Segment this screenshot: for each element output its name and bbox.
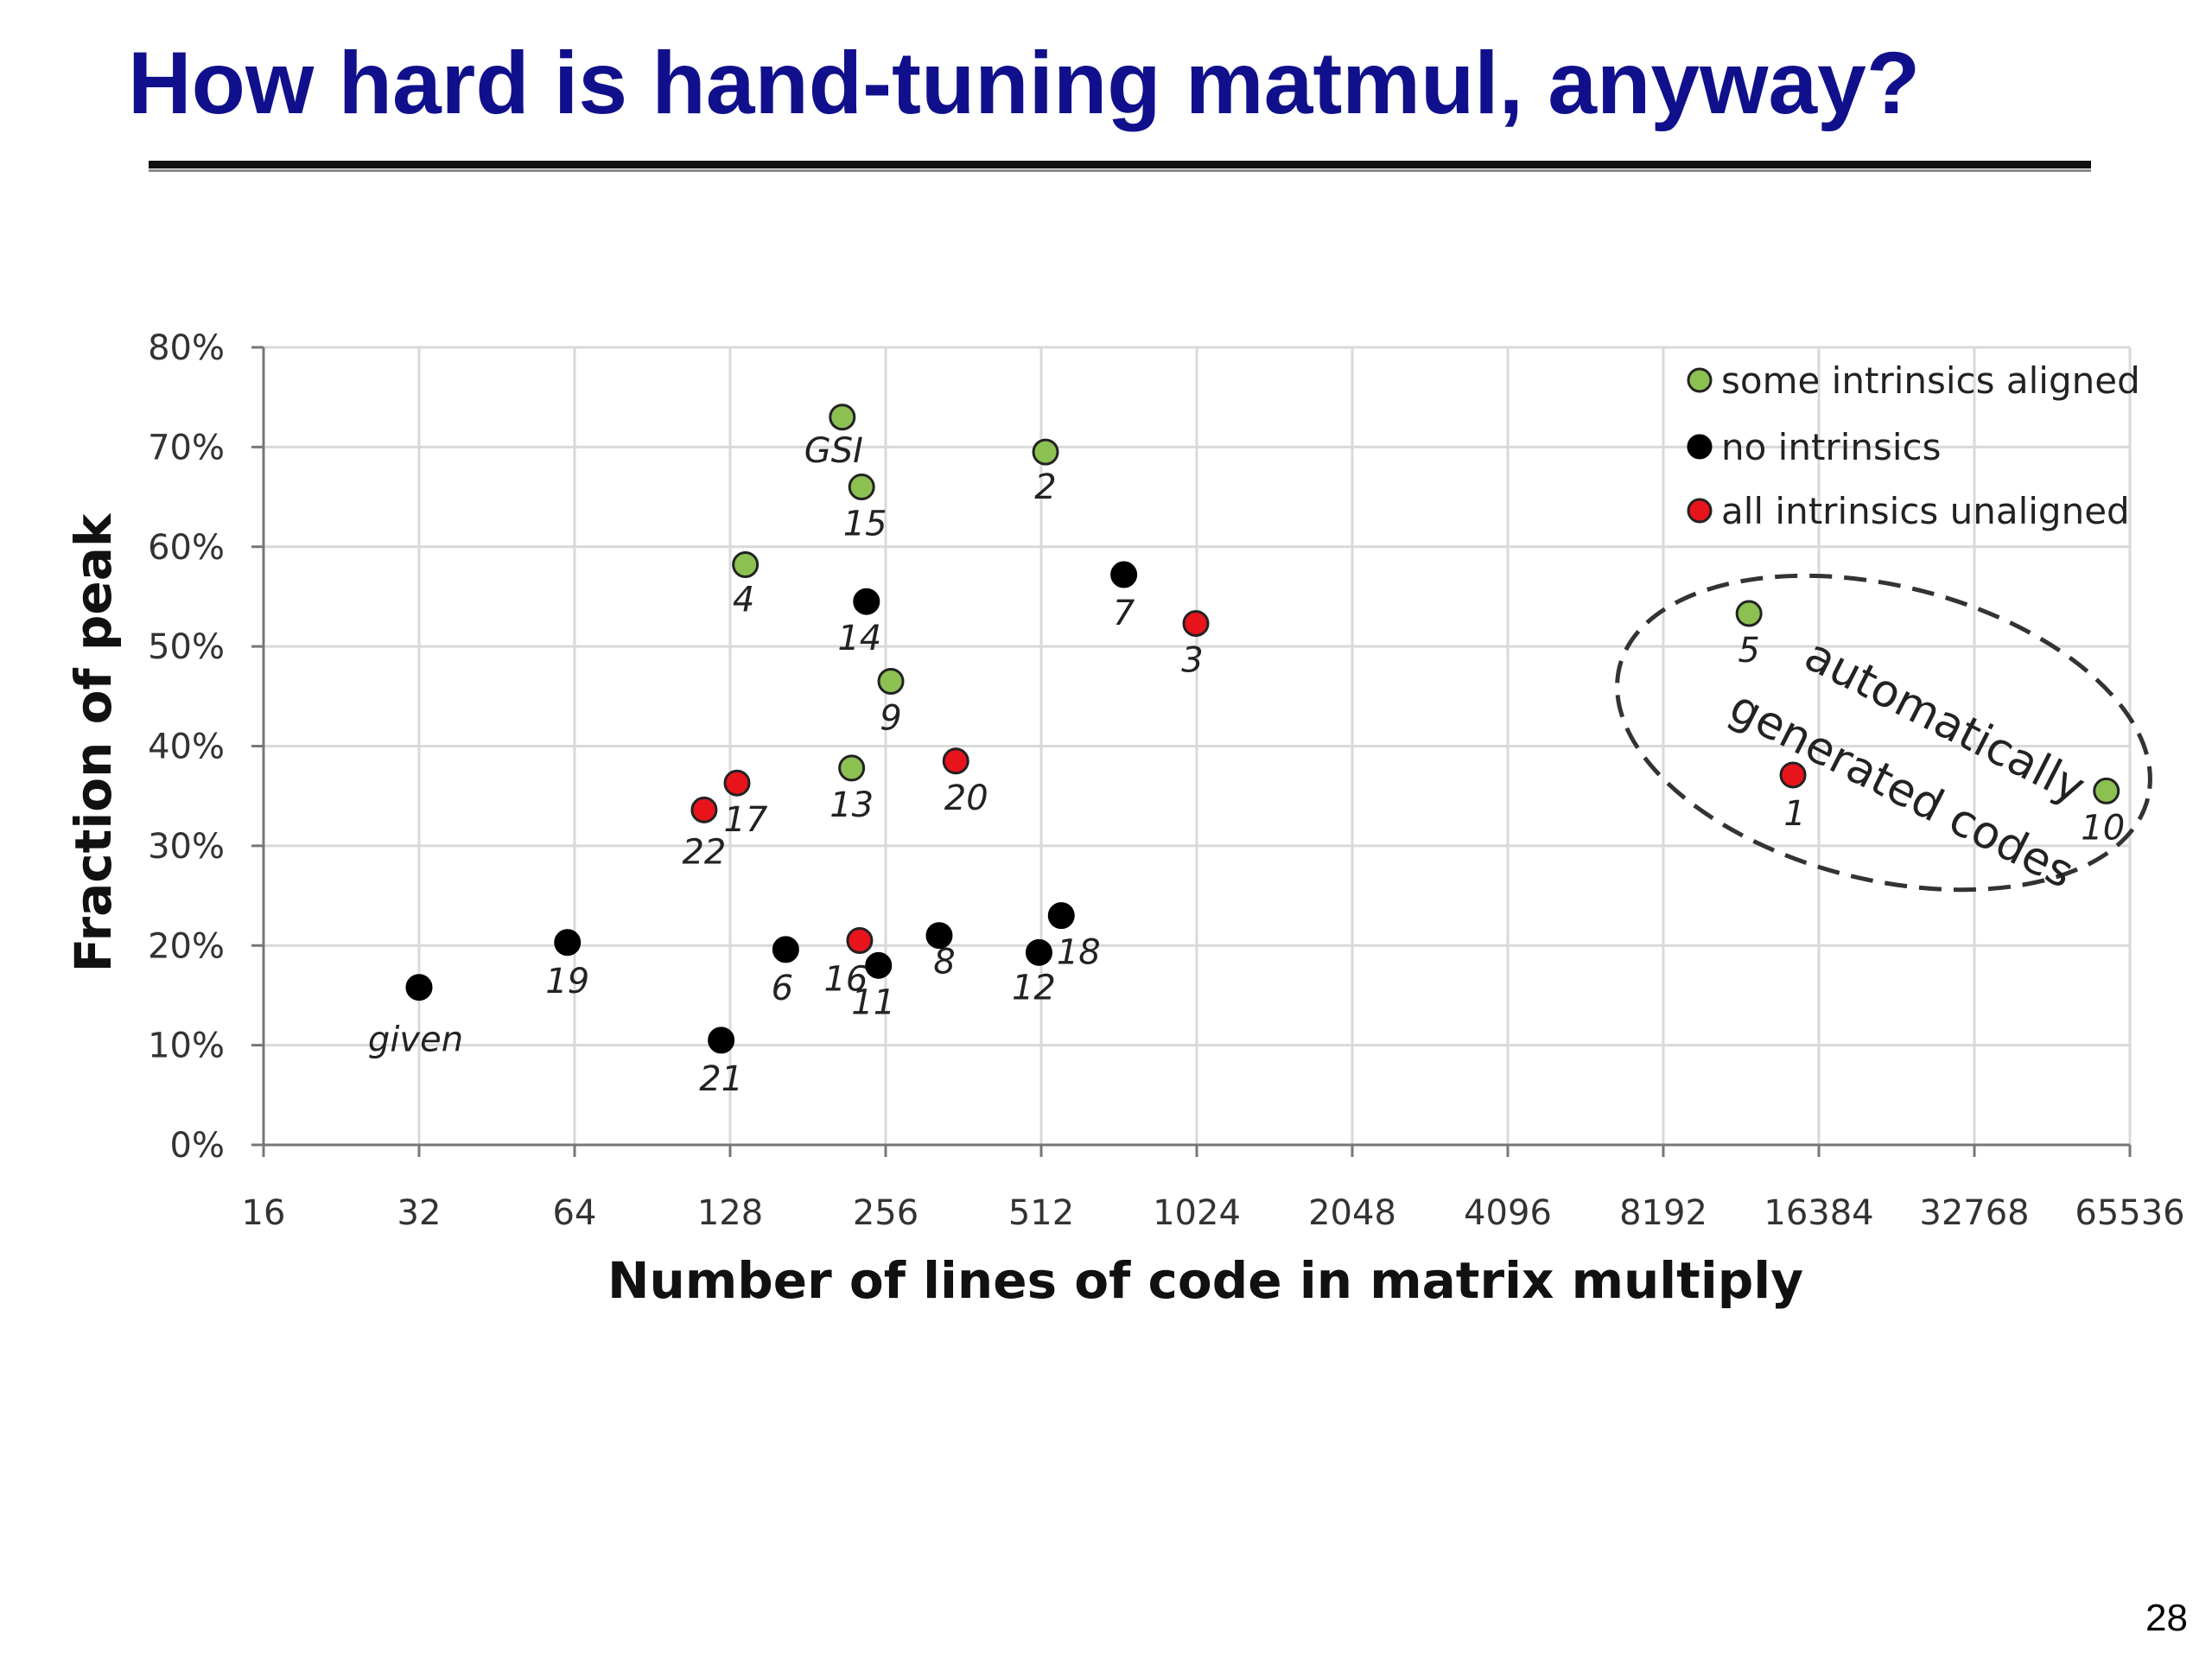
y-tick-label: 0% xyxy=(170,1126,225,1166)
auto-generated-annotation: automatically generated codes xyxy=(1615,573,2152,899)
data-point xyxy=(846,926,874,954)
data-point xyxy=(1047,902,1075,930)
legend-label-none: no intrinsics xyxy=(1721,426,1942,468)
data-point xyxy=(942,747,969,775)
data-point xyxy=(405,974,433,1001)
data-point-label: 20 xyxy=(944,779,988,818)
legend-label-aligned: some intrinsics aligned xyxy=(1721,359,2140,402)
data-point xyxy=(732,551,760,579)
legend-label-unaligned: all intrinsics unaligned xyxy=(1721,490,2130,532)
x-tick-label: 64 xyxy=(553,1193,597,1233)
data-point-label: 15 xyxy=(843,505,887,544)
data-point-label: 3 xyxy=(1181,641,1203,681)
legend-item-none: no intrinsics xyxy=(1687,426,1942,468)
legend-marker-aligned xyxy=(1687,367,1713,393)
y-tick-label: 50% xyxy=(148,627,225,667)
data-point xyxy=(723,769,751,797)
data-point-label: given xyxy=(368,1020,463,1060)
x-tick-label: 2048 xyxy=(1308,1193,1396,1233)
axes xyxy=(251,346,2132,1157)
data-point xyxy=(772,936,799,963)
data-point-label: 18 xyxy=(1057,933,1101,973)
data-point xyxy=(848,474,875,501)
data-point-label: 9 xyxy=(880,699,901,739)
data-point-label: 4 xyxy=(733,581,754,620)
data-point xyxy=(708,1027,735,1054)
y-tick-labels: 0% 10% 20% 30% 40% 50% 60% 70% 80% xyxy=(148,328,225,1166)
x-tick-label: 8192 xyxy=(1619,1193,1707,1233)
data-point-label: 21 xyxy=(699,1059,743,1099)
legend-item-unaligned: all intrinsics unaligned xyxy=(1687,490,2130,532)
data-point xyxy=(1779,761,1807,789)
data-point-label: 2 xyxy=(1034,467,1056,507)
legend: some intrinsics aligned no intrinsics al… xyxy=(1687,359,2140,532)
y-tick-label: 80% xyxy=(148,328,225,368)
y-tick-label: 40% xyxy=(148,728,225,767)
y-tick-label: 70% xyxy=(148,428,225,467)
title-divider-shadow xyxy=(149,169,2091,172)
data-point xyxy=(554,929,582,957)
data-point-label: 14 xyxy=(837,619,881,658)
y-axis-title: Fraction of peak xyxy=(64,512,123,972)
data-point xyxy=(838,754,866,782)
data-point-label: 19 xyxy=(545,962,589,1001)
data-point-label: 17 xyxy=(724,800,768,840)
data-point xyxy=(925,922,953,950)
data-point-label: 8 xyxy=(933,943,955,982)
data-point xyxy=(1182,610,1210,638)
data-point-label: 6 xyxy=(772,969,793,1008)
data-points xyxy=(405,404,2120,1054)
y-tick-label: 20% xyxy=(148,926,225,966)
data-point xyxy=(1735,600,1763,627)
data-point xyxy=(690,796,718,823)
x-axis-title: Number of lines of code in matrix multip… xyxy=(607,1251,1803,1310)
y-tick-label: 30% xyxy=(148,827,225,867)
data-point xyxy=(1032,438,1059,466)
data-point xyxy=(1110,561,1138,588)
legend-item-aligned: some intrinsics aligned xyxy=(1687,359,2140,402)
x-tick-label: 16 xyxy=(242,1193,286,1233)
y-tick-label: 10% xyxy=(148,1027,225,1066)
grid-lines xyxy=(264,346,2132,1145)
x-tick-label: 256 xyxy=(853,1193,918,1233)
x-tick-label: 16384 xyxy=(1764,1193,1873,1233)
data-point-label: 11 xyxy=(851,982,895,1022)
title-divider xyxy=(149,161,2091,168)
data-point xyxy=(1025,938,1052,966)
data-point-label: 22 xyxy=(682,832,726,872)
x-tick-label: 128 xyxy=(697,1193,763,1233)
x-tick-labels: 16 32 64 128 256 512 1024 2048 4096 8192 16384 3276… xyxy=(242,1193,2185,1233)
data-point xyxy=(877,668,905,696)
x-tick-label: 4096 xyxy=(1464,1193,1552,1233)
data-point-label: 7 xyxy=(1113,594,1135,633)
data-point-label: 10 xyxy=(2081,808,2125,848)
data-point-label: 13 xyxy=(830,785,874,825)
page-number: 28 xyxy=(2145,1597,2188,1639)
legend-marker-none xyxy=(1687,434,1713,460)
x-tick-label: 1024 xyxy=(1153,1193,1241,1233)
legend-marker-unaligned xyxy=(1687,498,1713,524)
data-point xyxy=(829,404,856,431)
data-point xyxy=(2093,777,2120,804)
y-tick-label: 60% xyxy=(148,528,225,568)
x-tick-label: 65536 xyxy=(2075,1193,2184,1233)
annotation-ellipse xyxy=(1615,573,2152,893)
data-point-label: GSI xyxy=(804,431,863,471)
data-point-label: 1 xyxy=(1783,794,1805,834)
data-point xyxy=(865,951,893,979)
data-point xyxy=(853,588,880,615)
data-point-label: 12 xyxy=(1012,968,1056,1007)
x-tick-label: 512 xyxy=(1008,1193,1074,1233)
slide-title: How hard is hand-tuning matmul, anyway? xyxy=(128,34,1921,132)
x-tick-label: 32768 xyxy=(1919,1193,2029,1233)
data-point-label: 16 xyxy=(823,959,868,999)
x-tick-label: 32 xyxy=(397,1193,442,1233)
data-point-label: 5 xyxy=(1738,631,1759,671)
